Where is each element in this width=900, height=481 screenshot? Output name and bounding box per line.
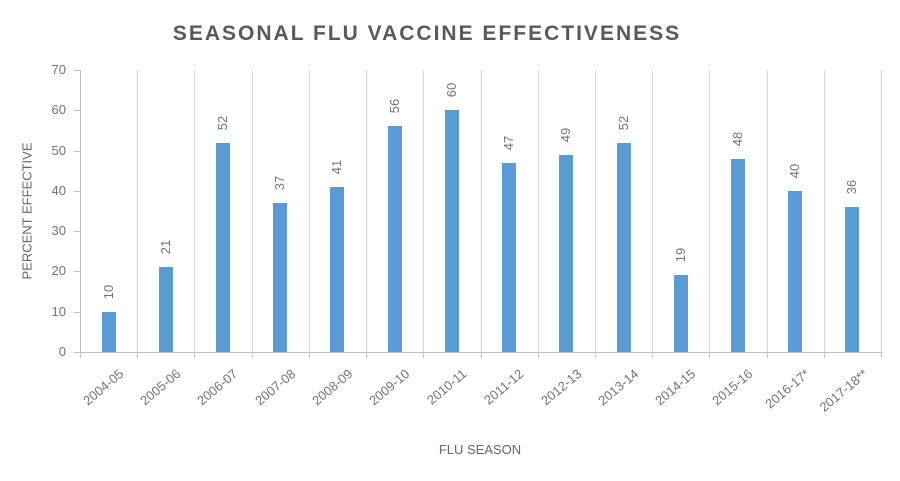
gridline — [423, 70, 425, 352]
gridline — [594, 70, 596, 352]
gridline — [823, 70, 825, 352]
x-tick-label: 2016-17* — [762, 366, 813, 412]
y-tick-mark — [74, 311, 80, 313]
x-tick-mark — [709, 353, 711, 358]
bar — [273, 202, 288, 352]
x-tick-mark — [366, 353, 368, 358]
y-tick-mark — [74, 271, 80, 273]
y-tick-mark — [74, 231, 80, 233]
y-tick-mark — [74, 352, 80, 353]
gridline — [537, 70, 539, 352]
bar-value-label: 10 — [100, 284, 116, 299]
bar — [788, 190, 803, 352]
bar-value-label: 48 — [729, 131, 745, 146]
y-tick-label: 0 — [58, 344, 66, 359]
bar-value-label: 52 — [215, 115, 231, 130]
bar-value-label: 40 — [787, 163, 803, 179]
x-tick-mark — [137, 353, 139, 358]
x-tick-label: 2005-06 — [137, 366, 184, 409]
x-tick-mark — [480, 353, 482, 358]
bar-value-label: 56 — [386, 99, 402, 114]
bar-value-label: 37 — [272, 175, 288, 191]
x-tick-label: 2011-12 — [481, 366, 527, 408]
gridline — [652, 70, 654, 352]
x-tick-mark — [766, 353, 768, 358]
bar-value-label: 47 — [501, 135, 517, 150]
x-tick-label: 2015-16 — [709, 366, 756, 409]
gridline — [308, 70, 310, 352]
gridline — [881, 70, 882, 352]
x-tick-label: 2014-15 — [652, 366, 699, 409]
y-tick-label: 10 — [51, 303, 66, 319]
x-tick-mark — [423, 353, 425, 358]
x-tick-label: 2004-05 — [80, 366, 127, 409]
bar-value-label: 52 — [615, 115, 631, 130]
bar — [559, 154, 574, 352]
gridline — [251, 70, 253, 352]
bar-value-label: 21 — [157, 240, 173, 255]
x-tick-mark — [594, 353, 596, 358]
x-tick-mark — [881, 353, 882, 358]
bar — [673, 275, 688, 352]
x-tick-mark — [537, 353, 539, 358]
bar-value-label: 60 — [443, 83, 459, 98]
y-axis-title: PERCENT EFFECTIVE — [19, 142, 35, 280]
y-tick-label: 40 — [51, 182, 66, 198]
bar — [216, 142, 231, 352]
y-tick-label: 30 — [51, 223, 66, 239]
bar — [387, 126, 402, 352]
x-tick-label: 2006-07 — [194, 366, 241, 409]
x-tick-label: 2007-08 — [251, 366, 298, 409]
x-tick-label: 2010-11 — [424, 366, 470, 408]
x-tick-mark — [194, 353, 196, 358]
bar — [101, 311, 116, 352]
chart-title: SEASONAL FLU VACCINE EFFECTIVENESS — [172, 22, 682, 45]
y-tick-label: 50 — [51, 142, 66, 158]
gridline — [709, 70, 711, 352]
bar-value-label: 19 — [672, 248, 688, 263]
y-tick-mark — [74, 110, 80, 112]
gridline — [194, 70, 196, 352]
bar — [730, 158, 745, 352]
x-tick-label: 2009-10 — [366, 366, 413, 409]
x-tick-label: 2012-13 — [537, 366, 584, 409]
gridline — [766, 70, 768, 352]
x-tick-mark — [823, 353, 825, 358]
bar — [158, 267, 173, 352]
bar — [502, 162, 517, 352]
bar — [616, 142, 631, 352]
gridline — [480, 70, 482, 352]
gridline — [137, 70, 139, 352]
x-tick-label: 2013-14 — [594, 366, 642, 409]
bar — [845, 206, 860, 352]
y-tick-label: 60 — [51, 102, 66, 118]
y-tick-mark — [74, 150, 80, 152]
plot-area — [80, 70, 882, 353]
gridline — [366, 70, 368, 352]
y-tick-label: 20 — [51, 263, 66, 279]
y-tick-mark — [74, 190, 80, 192]
bar — [444, 110, 459, 352]
bar-value-label: 41 — [329, 159, 345, 175]
y-tick-mark — [74, 70, 80, 71]
bar-value-label: 36 — [844, 179, 860, 195]
x-tick-mark — [251, 353, 253, 358]
x-tick-mark — [308, 353, 310, 358]
bar-value-label: 49 — [558, 127, 574, 142]
x-tick-label: 2008-09 — [308, 366, 356, 409]
y-tick-label: 70 — [51, 62, 66, 77]
x-tick-label: 2017-18** — [816, 366, 871, 415]
x-tick-mark — [80, 353, 81, 358]
bar — [330, 186, 345, 352]
x-tick-mark — [652, 353, 654, 358]
x-axis-title: FLU SEASON — [438, 442, 522, 457]
